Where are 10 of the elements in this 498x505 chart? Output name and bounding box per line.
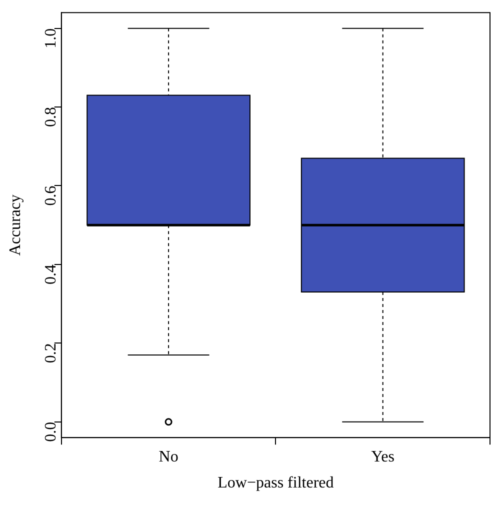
y-tick-label: 0.6: [42, 186, 60, 206]
x-tick-label: Yes: [371, 448, 394, 466]
y-tick-label: 0.2: [42, 343, 60, 364]
y-axis-title: Accuracy: [6, 194, 24, 256]
y-tick-label: 0.4: [42, 264, 60, 284]
x-axis-title: Low−pass filtered: [218, 474, 334, 492]
y-tick-label: 0.0: [42, 422, 60, 442]
x-tick-label: No: [158, 448, 178, 466]
y-tick-label: 0.8: [42, 107, 60, 128]
y-tick-label: 1.0: [42, 28, 60, 48]
